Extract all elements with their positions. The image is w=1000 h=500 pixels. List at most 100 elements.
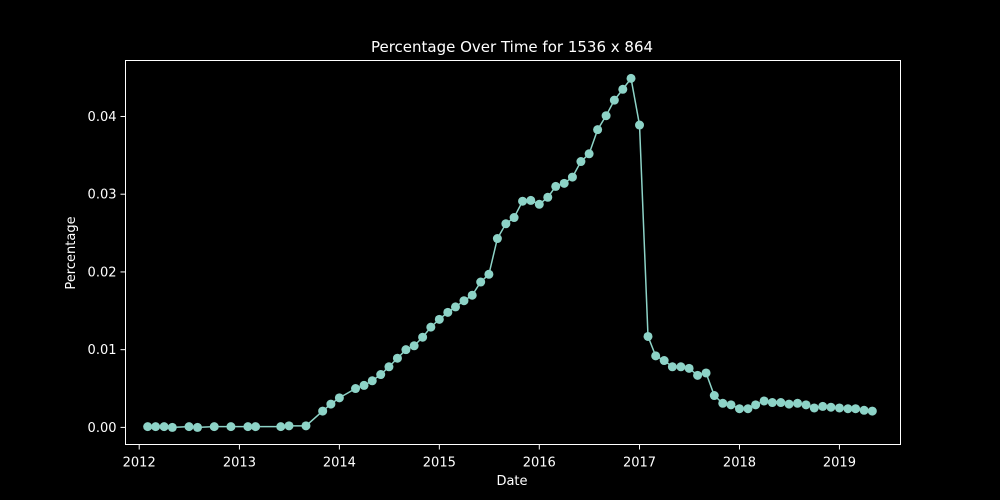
data-point	[609, 95, 619, 105]
data-point	[450, 302, 460, 312]
x-tick-label: 2012	[123, 456, 156, 471]
data-point	[743, 404, 753, 414]
data-point	[859, 405, 869, 415]
data-point	[276, 422, 286, 432]
data-point	[751, 400, 761, 410]
data-point	[551, 181, 561, 191]
data-point	[726, 400, 736, 410]
data-point	[601, 111, 611, 121]
x-tick-label: 2013	[223, 456, 256, 471]
data-point	[426, 322, 436, 332]
y-tick-label: 0.04	[88, 110, 117, 125]
data-point	[684, 363, 694, 373]
data-point	[184, 422, 194, 432]
data-point	[351, 384, 361, 394]
data-point	[226, 422, 236, 432]
data-point	[143, 422, 153, 432]
plot-area: 2012 2013 2014 2015 2016 2017 2018 2019 0.000.0…	[88, 60, 901, 471]
data-point	[434, 314, 444, 324]
data-point	[318, 406, 328, 416]
data-point	[159, 422, 169, 432]
data-point	[509, 213, 519, 223]
x-tick-label: 2014	[323, 456, 356, 471]
data-point	[809, 403, 819, 413]
data-point	[501, 219, 511, 229]
data-point	[867, 406, 877, 416]
data-point	[534, 199, 544, 209]
data-point	[701, 368, 711, 378]
data-point	[767, 398, 777, 408]
data-point	[843, 404, 853, 414]
data-point	[167, 422, 177, 432]
data-point	[467, 290, 477, 300]
x-tick-label: 2018	[723, 456, 756, 471]
data-point	[459, 296, 469, 306]
data-point	[526, 195, 536, 205]
y-tick-label: 0.02	[88, 265, 117, 280]
data-point	[359, 380, 369, 390]
data-point	[492, 234, 502, 244]
data-point	[626, 73, 636, 83]
data-point	[709, 391, 719, 401]
data-point	[851, 404, 861, 414]
data-point	[418, 332, 428, 342]
y-axis: 0.00 0.01 0.02 0.03 0.04	[88, 110, 126, 436]
data-point	[635, 120, 645, 130]
data-point	[784, 399, 794, 409]
data-point	[243, 422, 253, 432]
data-point	[576, 157, 586, 167]
data-point	[593, 125, 603, 135]
y-tick-label: 0.01	[88, 343, 117, 358]
data-point	[209, 422, 219, 432]
y-axis-label: Percentage	[64, 216, 79, 289]
data-point	[384, 362, 394, 372]
data-point	[667, 362, 677, 372]
data-point	[676, 362, 686, 372]
data-point	[659, 356, 669, 366]
x-axis-label: Date	[496, 474, 527, 489]
y-tick-label: 0.03	[88, 188, 117, 203]
x-tick-label: 2019	[823, 456, 856, 471]
data-point	[193, 422, 203, 432]
data-point	[693, 370, 703, 380]
data-point	[584, 149, 594, 159]
data-point	[476, 277, 486, 287]
data-point	[826, 402, 836, 412]
data-point	[409, 341, 419, 351]
data-point	[251, 422, 261, 432]
data-point	[401, 345, 411, 355]
axes-frame	[125, 60, 901, 445]
data-point	[651, 351, 661, 361]
data-point	[818, 401, 828, 411]
data-point	[643, 331, 653, 341]
data-point	[776, 398, 786, 408]
data-point	[392, 353, 402, 363]
x-axis: 2012 2013 2014 2015 2016 2017 2018 2019	[123, 444, 856, 471]
data-point	[376, 370, 386, 380]
data-point	[518, 196, 528, 206]
series-points	[143, 73, 877, 432]
data-point	[734, 404, 744, 414]
data-point	[759, 396, 769, 406]
x-tick-label: 2015	[423, 456, 456, 471]
data-point	[151, 422, 161, 432]
x-tick-label: 2016	[523, 456, 556, 471]
x-tick-label: 2017	[623, 456, 656, 471]
data-point	[543, 192, 553, 202]
data-point	[334, 393, 344, 403]
data-point	[559, 178, 569, 188]
data-point	[801, 400, 811, 410]
data-point	[718, 398, 728, 408]
data-point	[618, 84, 628, 94]
data-point	[484, 269, 494, 279]
chart-title: Percentage Over Time for 1536 x 864	[371, 38, 653, 56]
data-point	[367, 376, 377, 386]
data-point	[793, 398, 803, 408]
data-point	[834, 403, 844, 413]
data-point	[443, 307, 453, 317]
y-tick-label: 0.00	[88, 421, 117, 436]
data-point	[284, 421, 294, 431]
data-point	[567, 172, 577, 182]
